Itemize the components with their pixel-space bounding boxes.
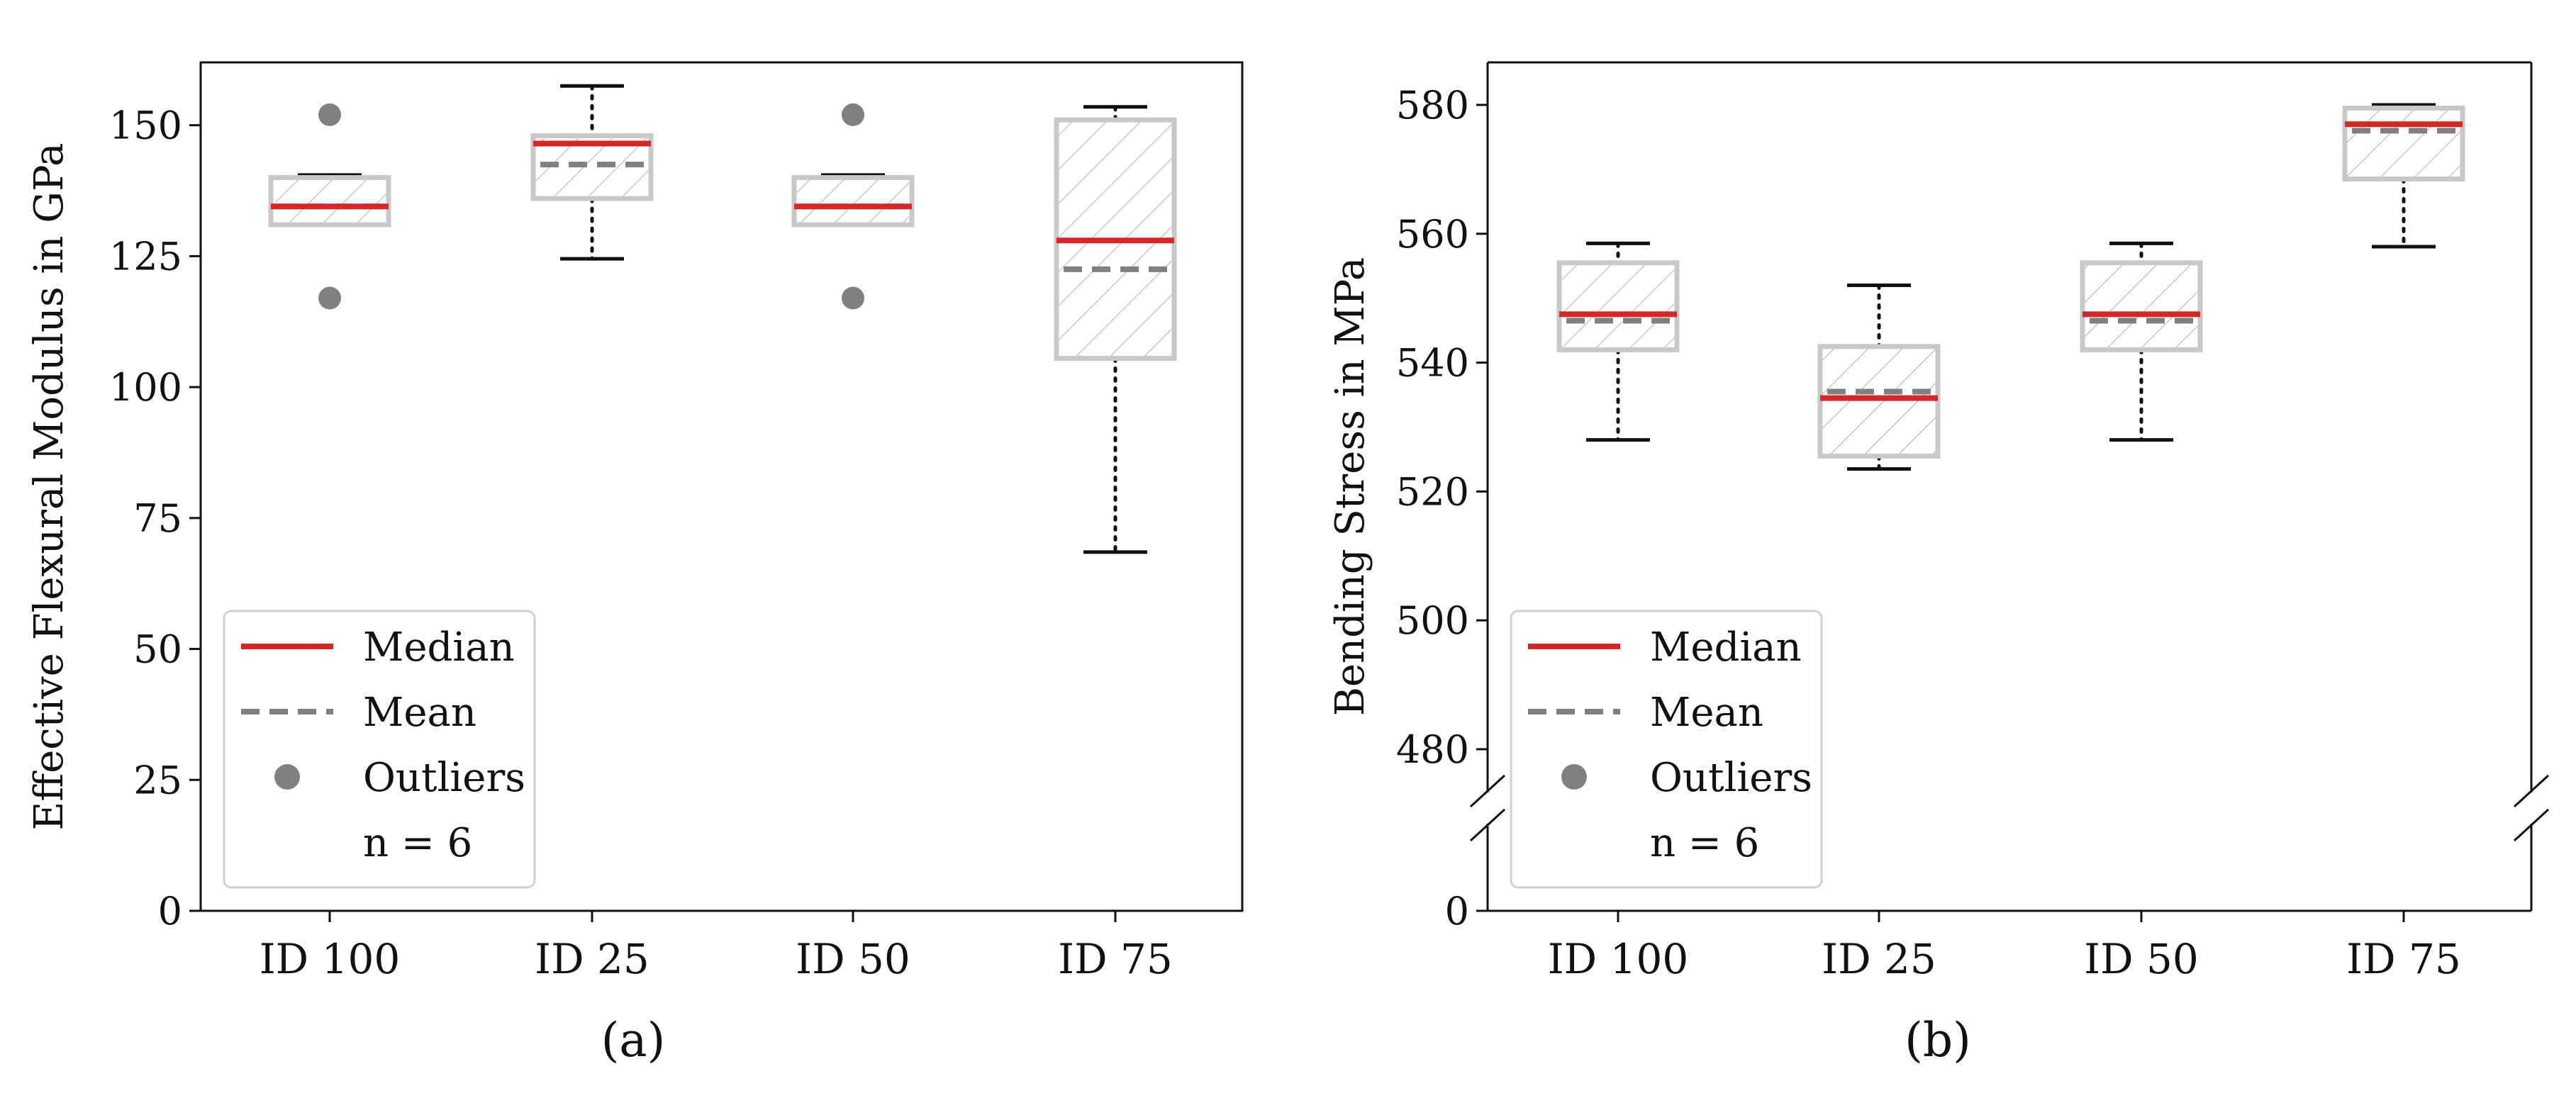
x-tick-label: ID 50 <box>796 935 910 983</box>
x-tick-label: ID 50 <box>2084 935 2199 983</box>
y-tick-label: 150 <box>109 103 182 148</box>
y-tick-label: 540 <box>1396 341 1469 386</box>
outlier-point <box>318 286 341 310</box>
outlier-point <box>318 103 341 126</box>
iqr-box <box>2342 106 2465 182</box>
legend-outlier-swatch <box>1561 764 1587 790</box>
panel-label: (a) <box>601 1013 666 1067</box>
y-tick-label: 100 <box>109 365 182 410</box>
x-tick-label: ID 100 <box>260 935 401 983</box>
iqr-box <box>1817 344 1941 459</box>
axis-break-mark-right-1 <box>2513 774 2550 808</box>
y-tick-label: 560 <box>1396 212 1469 257</box>
y-axis-label: Effective Flexural Modulus in GPa <box>26 142 72 830</box>
legend-box <box>223 610 536 889</box>
y-tick-label: 580 <box>1396 83 1469 128</box>
legend-outlier-swatch <box>274 764 300 790</box>
y-tick-label: 50 <box>133 627 182 672</box>
iqr-box <box>791 175 915 228</box>
y-axis-label: Bending Stress in MPa <box>1327 257 1373 717</box>
iqr-box <box>2080 260 2203 352</box>
legend-label: n = 6 <box>1650 820 1759 866</box>
axis-break-mark-left-2 <box>1469 808 1506 842</box>
legend-label: Outliers <box>363 755 525 801</box>
y-tick-label: 520 <box>1396 469 1469 514</box>
iqr-box <box>1556 260 1680 352</box>
y-tick-label: 0 <box>158 889 182 934</box>
axis-break-mark-left-1 <box>1469 774 1506 808</box>
y-tick-label: 125 <box>109 234 182 279</box>
panel-b: 0 480 500 520 540 560 580 ID 100 ID 25 ID 50 ID 75… <box>1327 61 2550 1067</box>
legend-box <box>1510 610 1823 889</box>
y-tick-label: 75 <box>133 496 182 541</box>
panel-label: (b) <box>1905 1013 1971 1067</box>
panel-a: 0 25 50 75 100 125 150 ID 100 ID 25 ID 50 ID 75 Eff… <box>26 61 1244 1067</box>
iqr-box <box>268 175 391 228</box>
plot-frame <box>199 61 1244 912</box>
outlier-point <box>842 103 864 126</box>
legend-label: Median <box>1650 624 1802 671</box>
y-tick-label: 25 <box>133 758 182 802</box>
x-tick-label: ID 75 <box>1058 935 1173 983</box>
x-tick-label: ID 25 <box>1822 935 1936 983</box>
outlier-point <box>842 286 864 310</box>
y-tick-label: 0 <box>1445 889 1469 934</box>
x-tick-label: ID 25 <box>535 935 649 983</box>
axis-break-mark-right-2 <box>2513 808 2550 842</box>
legend-label: Mean <box>1650 690 1763 736</box>
legend-label: Median <box>363 624 515 671</box>
y-tick-label: 480 <box>1396 727 1469 772</box>
x-tick-label: ID 100 <box>1548 935 1689 983</box>
x-tick-label: ID 75 <box>2346 935 2461 983</box>
legend-label: n = 6 <box>363 820 472 866</box>
y-tick-label: 500 <box>1396 598 1469 643</box>
legend-label: Mean <box>363 690 476 736</box>
legend-label: Outliers <box>1650 755 1812 801</box>
